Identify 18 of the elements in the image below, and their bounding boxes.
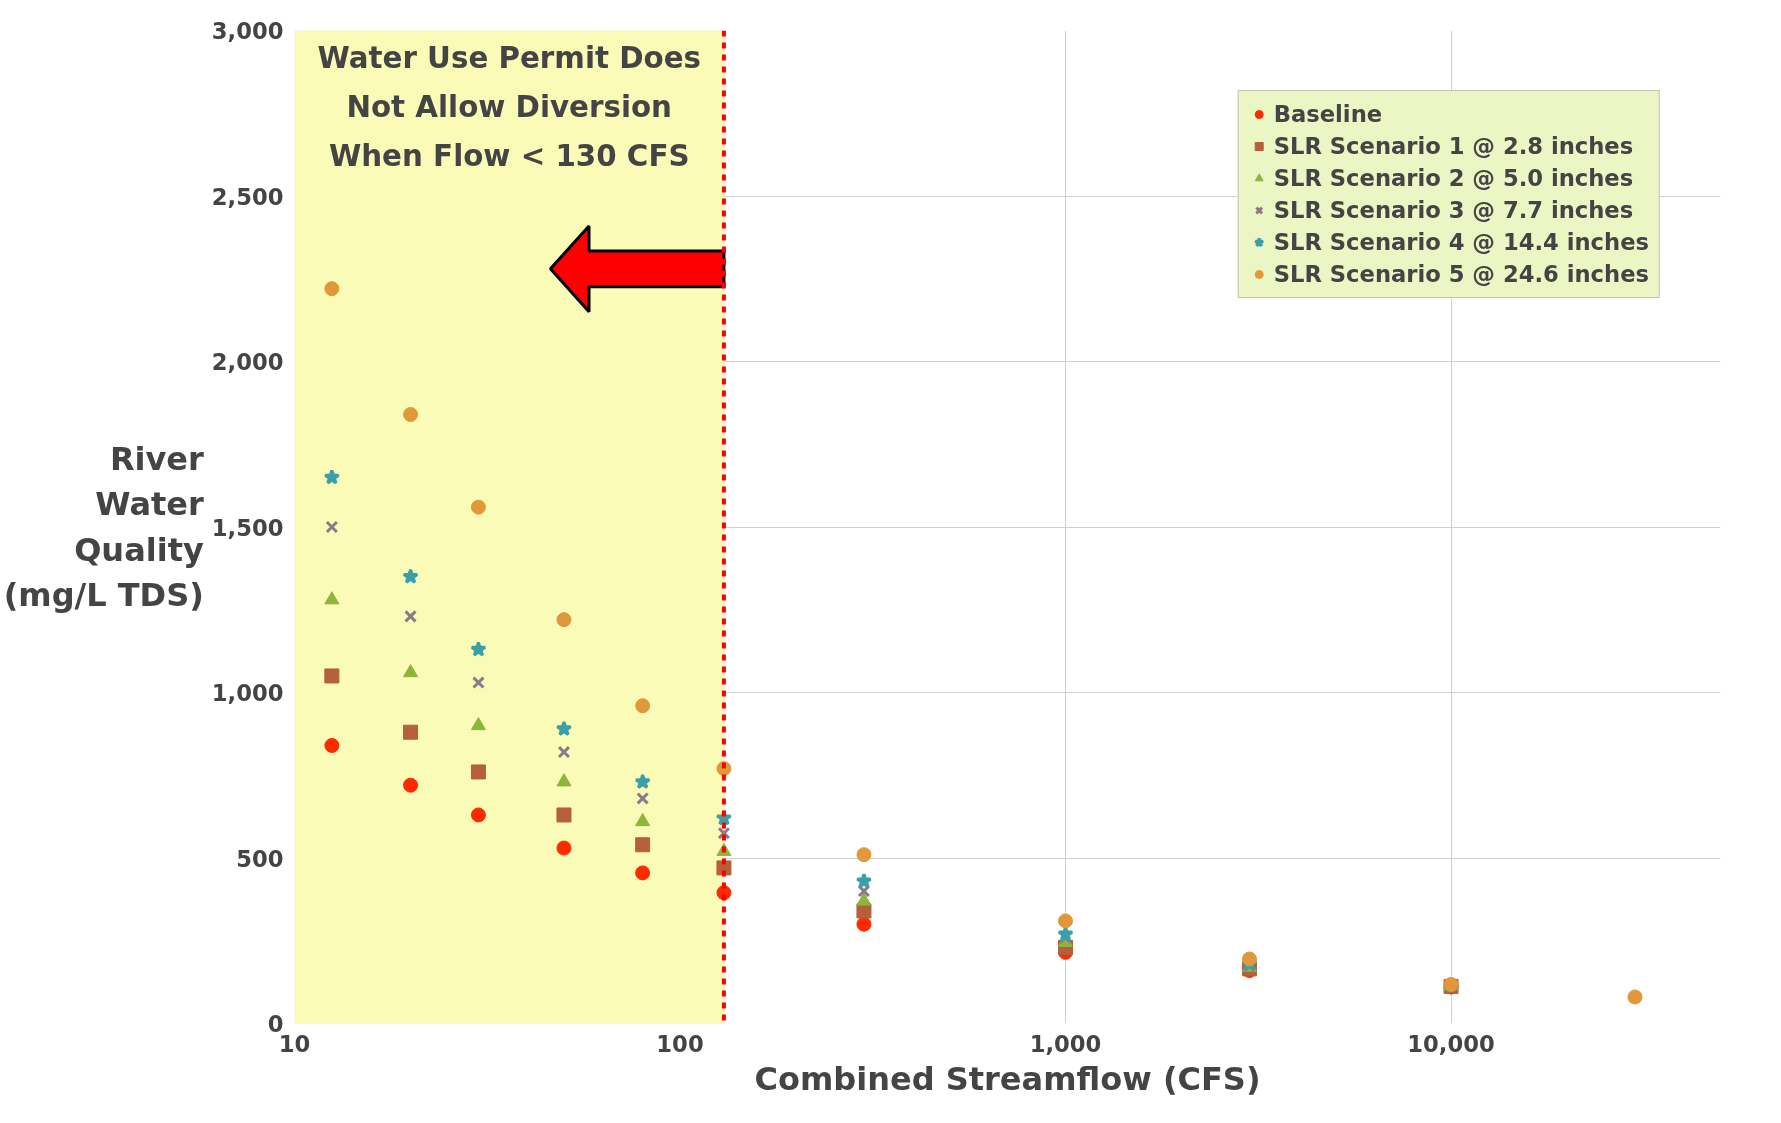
legend-label: SLR Scenario 4 @ 14.4 inches	[1273, 229, 1649, 255]
legend-label: Baseline	[1273, 101, 1383, 127]
x-tick-label: 100	[656, 1030, 704, 1057]
x-tick-label: 1,000	[1029, 1030, 1102, 1057]
y-tick-label: 1,000	[211, 680, 284, 706]
legend-label: SLR Scenario 5 @ 24.6 inches	[1273, 261, 1649, 287]
y-tick-label: 2,000	[211, 349, 284, 375]
legend-label: SLR Scenario 3 @ 7.7 inches	[1273, 197, 1634, 223]
legend-label: SLR Scenario 2 @ 5.0 inches	[1273, 165, 1634, 191]
band-label: Water Use Permit Does Not Allow Diversion When Flow < 130 CFS	[317, 40, 702, 174]
y-tick-label: 500	[236, 845, 284, 872]
y-axis-title: River Water Quality (mg/L TDS)	[3, 439, 205, 615]
x-axis-title: Combined Streamflow (CFS)	[754, 1059, 1261, 1098]
legend-label: SLR Scenario 1 @ 2.8 inches	[1273, 133, 1634, 159]
y-tick-label: 3,000	[211, 18, 284, 44]
x-tick-label: 10,000	[1407, 1030, 1495, 1057]
y-tick-label: 2,500	[211, 183, 284, 210]
y-tick-label: 1,500	[211, 514, 284, 541]
